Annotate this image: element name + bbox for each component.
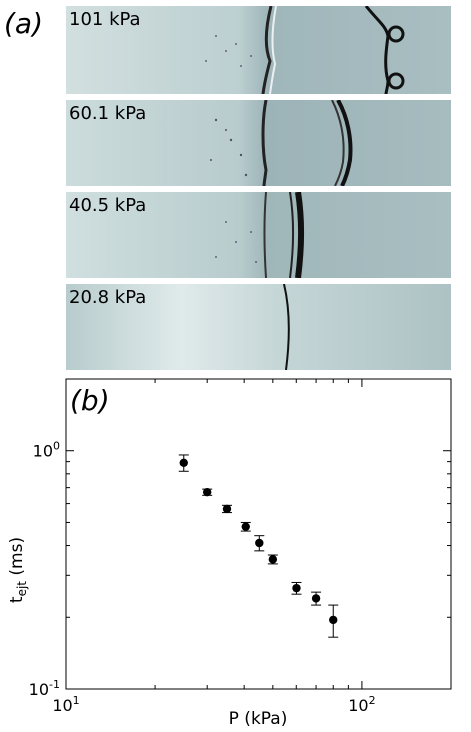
data-point (329, 615, 338, 625)
image-frame-101kpa: 101 kPa (66, 6, 451, 94)
data-point (241, 522, 250, 531)
frame-image (66, 6, 451, 94)
x-axis-title: P (kPa) (229, 709, 288, 729)
y-axis-title: tejt (ms) (7, 537, 29, 603)
frame-image (66, 284, 451, 370)
data-point (255, 538, 264, 548)
data-point (292, 583, 301, 593)
frame-image (66, 192, 451, 278)
image-frame-20kpa: 20.8 kPa (66, 284, 451, 370)
data-point (222, 504, 232, 514)
data-point (179, 458, 188, 467)
frame-image (66, 100, 451, 186)
plot-frame (65, 378, 452, 690)
x-tick-label: 102 (348, 694, 375, 715)
image-frame-60kpa: 60.1 kPa (66, 100, 451, 186)
y-tick-label: 100 (33, 440, 60, 461)
data-point (268, 555, 278, 564)
panel-a-label: (a) (4, 7, 44, 40)
frame-pressure-label: 60.1 kPa (69, 103, 147, 124)
data-point (311, 594, 321, 603)
image-frame-40kpa: 40.5 kPa (66, 192, 451, 278)
panel-b-label: (b) (70, 384, 110, 417)
frame-pressure-label: 101 kPa (69, 9, 141, 30)
x-tick-label: 101 (52, 694, 79, 715)
data-point (202, 487, 212, 497)
frame-pressure-label: 20.8 kPa (69, 287, 147, 308)
frame-pressure-label: 40.5 kPa (69, 195, 147, 216)
